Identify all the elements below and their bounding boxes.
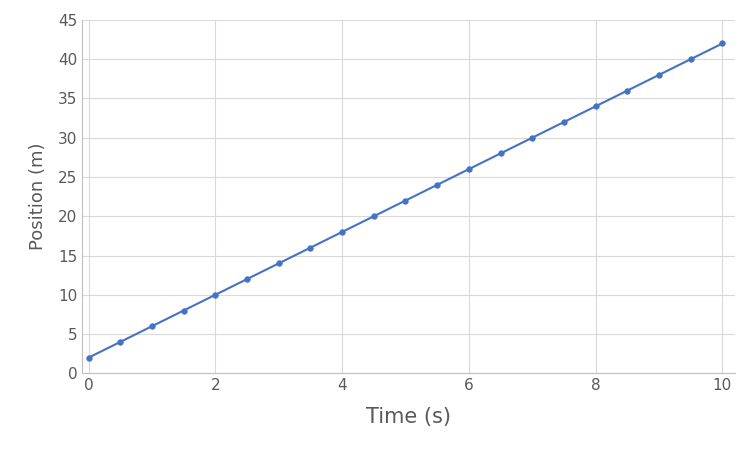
X-axis label: Time (s): Time (s) [366,407,451,427]
Y-axis label: Position (m): Position (m) [29,143,47,250]
